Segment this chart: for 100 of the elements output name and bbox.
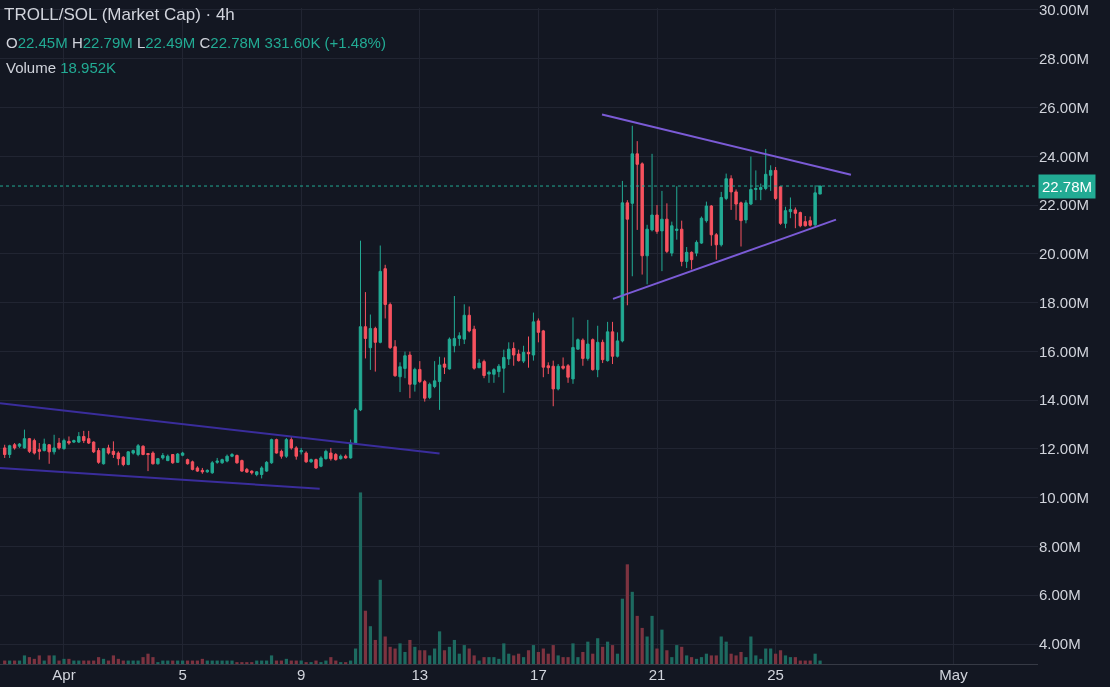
candlestick — [408, 351, 412, 399]
candlestick — [655, 204, 659, 235]
bar — [96, 657, 101, 664]
candlestick — [12, 442, 17, 451]
candlestick — [477, 358, 481, 369]
bar — [581, 651, 585, 664]
bar — [704, 653, 709, 664]
bar — [769, 648, 773, 664]
chart-title: TROLL/SOL (Market Cap) · 4h — [4, 4, 235, 24]
candlestick — [442, 356, 447, 375]
bar — [596, 638, 600, 664]
candlestick — [175, 452, 180, 464]
bar — [773, 653, 778, 664]
bar — [536, 651, 540, 664]
candlestick — [556, 363, 560, 391]
bar — [433, 648, 437, 664]
bar — [551, 645, 555, 664]
candlestick — [679, 220, 684, 267]
bar — [423, 650, 427, 664]
candlestick — [62, 438, 66, 451]
bar — [507, 653, 511, 664]
candlestick — [610, 321, 615, 365]
candlestick — [437, 356, 442, 411]
candlestick — [274, 438, 279, 455]
bar — [526, 650, 531, 664]
candlestick — [67, 435, 71, 446]
bar — [52, 655, 56, 664]
bar — [67, 658, 71, 664]
annotation: Volume 18.952K — [6, 59, 117, 76]
candlestick — [586, 319, 590, 362]
bar — [314, 660, 318, 664]
candlestick — [788, 196, 793, 219]
bar — [418, 650, 422, 664]
bar — [37, 655, 41, 664]
bar — [566, 657, 570, 664]
candlestick — [605, 321, 610, 363]
candlestick — [373, 326, 378, 373]
bar — [531, 645, 536, 664]
bar — [670, 657, 674, 664]
candlestick — [284, 437, 289, 459]
candlestick — [279, 449, 284, 460]
candlestick — [521, 345, 526, 364]
bar — [546, 653, 550, 664]
bar — [437, 631, 442, 664]
candlestick — [694, 239, 699, 257]
y-tick-label: 4.00M — [1039, 635, 1081, 653]
bar — [512, 655, 516, 664]
candlestick — [798, 211, 803, 228]
bar — [408, 639, 412, 664]
y-tick-label: 14.00M — [1039, 391, 1090, 409]
bar — [521, 657, 526, 664]
bar — [447, 646, 452, 664]
candlestick — [195, 465, 200, 473]
bar — [793, 657, 797, 664]
y-tick-label: 26.00M — [1039, 98, 1090, 116]
bar — [358, 492, 363, 664]
candlestick — [171, 453, 175, 465]
bar — [764, 648, 768, 664]
bar — [269, 655, 274, 664]
bar — [724, 641, 728, 664]
bar — [111, 655, 116, 664]
bar — [413, 646, 417, 664]
bar — [482, 657, 486, 664]
bar — [586, 641, 590, 664]
candlestick — [27, 437, 32, 454]
candlestick — [452, 295, 457, 353]
bar — [660, 629, 664, 664]
bar — [675, 645, 679, 664]
candlestick — [106, 444, 111, 456]
candlestick — [57, 437, 61, 451]
candlestick — [595, 325, 600, 378]
bar — [502, 643, 506, 664]
candlestick — [22, 429, 27, 450]
x-tick-label: 9 — [297, 666, 306, 683]
bar — [477, 660, 481, 664]
candlestick — [7, 444, 12, 459]
bar — [635, 615, 639, 664]
ref-line-label: 22.78M — [1042, 178, 1093, 195]
bar — [47, 655, 51, 664]
candlestick — [52, 434, 56, 456]
candlestick — [309, 458, 313, 463]
bar — [393, 648, 397, 664]
candlestick — [684, 246, 689, 269]
bar — [709, 655, 713, 664]
y-tick-label: 20.00M — [1039, 245, 1090, 263]
candlestick — [42, 438, 46, 452]
candlestick — [591, 337, 595, 372]
bar — [467, 648, 471, 664]
candlestick — [339, 454, 343, 460]
bar — [665, 650, 669, 664]
bar — [714, 655, 718, 664]
candlestick — [200, 467, 205, 475]
candlestick — [314, 458, 318, 470]
candlestick — [2, 444, 7, 459]
y-tick-label: 10.00M — [1039, 488, 1090, 506]
bar — [605, 641, 610, 664]
bar — [689, 657, 694, 664]
bar — [655, 648, 659, 664]
bar — [363, 610, 368, 664]
bar — [517, 653, 521, 664]
